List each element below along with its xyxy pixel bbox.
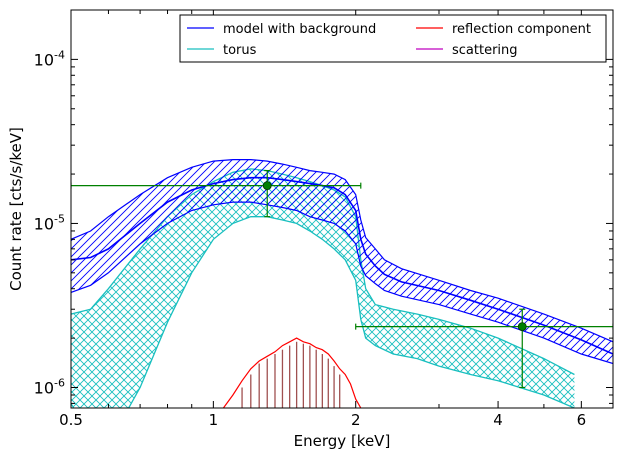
legend: model with background torus reflection c… (179, 14, 607, 63)
torus-lower-line (71, 216, 575, 408)
y-tick-label: 10-6 (34, 377, 65, 398)
plot-area (71, 159, 613, 408)
data-point (262, 181, 272, 191)
model-upper-line (71, 159, 613, 343)
x-tick-label: 1 (209, 411, 219, 429)
y-tick-label: 10-5 (34, 212, 65, 233)
model-line (71, 176, 613, 355)
legend-label-torus: torus (223, 43, 257, 58)
x-axis-label: Energy [keV] (294, 432, 391, 450)
legend-label-scattering: scattering (452, 43, 518, 58)
x-tick-label: 4 (493, 411, 503, 429)
x-tick-label: 6 (577, 411, 587, 429)
torus-band (71, 168, 575, 408)
y-axis-label: Count rate [cts/s/keV] (7, 127, 25, 291)
legend-label-reflection: reflection component (452, 22, 591, 37)
reflection-line (222, 337, 362, 408)
model-band (71, 159, 613, 364)
x-tick-label: 0.5 (59, 411, 83, 429)
plot-frame (70, 9, 614, 409)
data-point (517, 322, 527, 332)
y-tick-label: 10-4 (34, 48, 65, 69)
x-tick-label: 2 (351, 411, 361, 429)
axis-ticks: 0.5 1 2 4 6 10-6 10-5 10-4 (34, 10, 614, 429)
legend-box (179, 14, 607, 63)
legend-label-model: model with background (223, 22, 376, 37)
model-lower-line (71, 201, 613, 365)
